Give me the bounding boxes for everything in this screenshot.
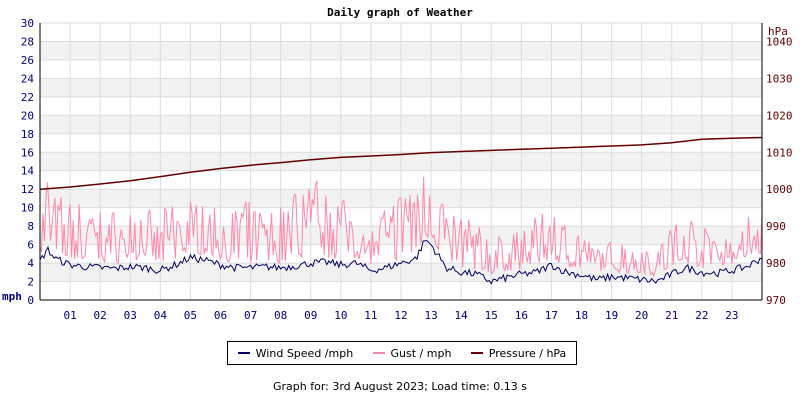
series-gust-line xyxy=(39,176,763,278)
right-tick-label: 1030 xyxy=(766,72,793,85)
x-tick-label: 10 xyxy=(334,309,347,322)
x-tick-label: 14 xyxy=(455,309,469,322)
legend: Wind Speed /mph Gust / mph Pressure / hP… xyxy=(227,341,577,365)
x-tick-label: 06 xyxy=(214,309,227,322)
right-tick-label: 1010 xyxy=(766,146,793,159)
left-tick-label: 12 xyxy=(21,183,34,196)
left-tick-label: 28 xyxy=(21,35,34,48)
x-tick-label: 16 xyxy=(515,309,528,322)
legend-item-wind: Wind Speed /mph xyxy=(237,346,354,360)
legend-item-pressure: Pressure / hPa xyxy=(470,346,567,360)
x-tick-label: 08 xyxy=(274,309,287,322)
left-tick-label: 14 xyxy=(21,165,35,178)
x-tick-label: 01 xyxy=(63,309,76,322)
tick-labels: 0246810121416182022242628309709809901000… xyxy=(2,17,793,322)
right-tick-label: 1040 xyxy=(766,35,793,48)
series-wind-line xyxy=(39,240,763,285)
chart-title: Daily graph of Weather xyxy=(327,6,473,19)
right-tick-label: 990 xyxy=(766,220,786,233)
x-tick-label: 18 xyxy=(575,309,588,322)
left-tick-label: 10 xyxy=(21,202,34,215)
axes xyxy=(39,23,763,301)
left-axis-label: mph xyxy=(2,290,22,303)
footer-status: Graph for: 3rd August 2023; Load time: 0… xyxy=(272,380,528,393)
left-tick-label: 4 xyxy=(27,257,34,270)
x-tick-label: 05 xyxy=(184,309,197,322)
legend-swatch-gust xyxy=(372,352,385,354)
x-tick-label: 19 xyxy=(605,309,618,322)
legend-label-gust: Gust / mph xyxy=(390,346,452,360)
series-pressure-line xyxy=(39,136,763,190)
left-tick-label: 20 xyxy=(21,109,34,122)
right-tick-label: 1000 xyxy=(766,183,793,196)
right-tick-label: 970 xyxy=(766,294,786,307)
x-tick-label: 12 xyxy=(394,309,407,322)
left-tick-label: 30 xyxy=(21,17,34,30)
legend-swatch-pressure xyxy=(470,352,483,354)
x-tick-label: 15 xyxy=(485,309,498,322)
legend-label-pressure: Pressure / hPa xyxy=(488,346,567,360)
x-tick-label: 02 xyxy=(94,309,107,322)
legend-swatch-wind xyxy=(237,352,250,354)
left-tick-label: 24 xyxy=(21,72,35,85)
right-axis-label: hPa xyxy=(768,25,788,38)
left-tick-label: 2 xyxy=(27,276,34,289)
x-tick-label: 04 xyxy=(154,309,168,322)
left-tick-label: 0 xyxy=(27,294,34,307)
x-tick-label: 03 xyxy=(124,309,137,322)
series-layer xyxy=(39,136,763,285)
legend-label-wind: Wind Speed /mph xyxy=(255,346,354,360)
x-tick-label: 17 xyxy=(545,309,558,322)
x-tick-label: 09 xyxy=(304,309,317,322)
x-tick-label: 20 xyxy=(635,309,648,322)
x-tick-label: 07 xyxy=(244,309,257,322)
x-tick-label: 22 xyxy=(695,309,708,322)
left-tick-label: 8 xyxy=(27,220,34,233)
right-tick-label: 1020 xyxy=(766,109,793,122)
left-tick-label: 16 xyxy=(21,146,34,159)
left-tick-label: 18 xyxy=(21,128,34,141)
x-tick-label: 13 xyxy=(424,309,437,322)
legend-item-gust: Gust / mph xyxy=(372,346,452,360)
left-tick-label: 6 xyxy=(27,239,34,252)
x-tick-label: 11 xyxy=(364,309,377,322)
x-tick-label: 21 xyxy=(665,309,678,322)
right-tick-label: 980 xyxy=(766,257,786,270)
left-tick-label: 22 xyxy=(21,91,34,104)
x-tick-label: 23 xyxy=(725,309,738,322)
left-tick-label: 26 xyxy=(21,54,34,67)
